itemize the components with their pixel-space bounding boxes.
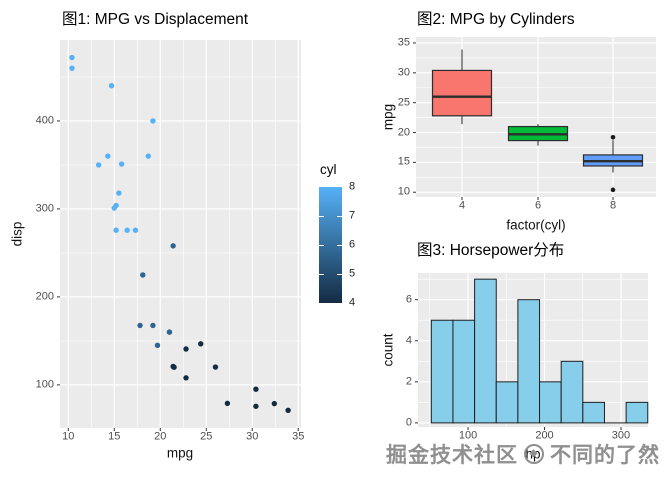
scatter-point [166, 329, 173, 335]
watermark-prefix: 掘金技术社区 [386, 444, 518, 467]
legend-tick-mark [319, 274, 324, 275]
plot2-panel [416, 37, 656, 197]
scatter-point [132, 227, 139, 233]
hist-bar [517, 299, 541, 424]
scatter-point [198, 341, 204, 347]
plot2-y-tick-label: 35 [397, 36, 410, 49]
plot3-x-tick-label: 300 [611, 429, 631, 442]
plot3-y-axis-title: count [380, 333, 396, 367]
plot3-title: 图3: Horsepower分布 [417, 242, 565, 259]
plot2-title: 图2: MPG by Cylinders [417, 11, 575, 28]
plot3-y-tick-label: 0 [405, 416, 412, 429]
scatter-point [285, 407, 291, 414]
plot2-y-tick-label: 20 [397, 126, 410, 139]
plot3-y-tick-label: 6 [405, 293, 412, 306]
plot1-x-tick-label: 35 [292, 430, 305, 443]
outlier-point [610, 134, 616, 140]
plot1-title: 图1: MPG vs Displacement [62, 11, 249, 28]
scatter-point [69, 65, 75, 71]
plot2-y-tick-label: 15 [397, 155, 410, 168]
scatter-point [145, 153, 152, 159]
plot1-y-tick-label: 100 [35, 378, 54, 391]
scatter-point [140, 272, 146, 278]
scatter-point [150, 322, 156, 329]
plot1-x-tick-label: 10 [62, 430, 75, 443]
scatter-point [212, 364, 219, 370]
plot2-y-axis-title: mpg [380, 103, 396, 131]
plot3-x-tick-label: 200 [535, 429, 554, 442]
legend-label-5: 5 [349, 267, 356, 280]
scatter-point [183, 346, 189, 352]
plot1-y-tick-label: 200 [35, 290, 54, 303]
scatter-point [154, 342, 161, 348]
plot2-x-axis-title: factor(cyl) [506, 217, 566, 233]
hist-bar [625, 401, 649, 424]
plot1-panel [60, 40, 301, 428]
plot2-y-tick-label: 25 [397, 96, 410, 109]
scatter-point [137, 322, 143, 329]
legend-gradient-bar [319, 187, 342, 303]
legend-tick-mark [319, 216, 324, 217]
plot1-x-tick-label: 30 [246, 430, 259, 443]
juejin-logo-icon: ◆ [524, 444, 544, 464]
scatter-point [69, 54, 75, 61]
plot1-y-axis-title: disp [9, 221, 25, 247]
scatter-point [170, 243, 176, 249]
hist-bar [474, 278, 497, 424]
plot2-y-tick-label: 10 [397, 185, 410, 198]
hist-bar [495, 381, 519, 424]
scatter-point [118, 161, 125, 167]
plot2-x-tick-label: 8 [609, 199, 617, 212]
plot1-y-tick-label: 300 [35, 202, 54, 215]
scatter-point [111, 205, 117, 211]
watermark-suffix: 不同的了然 [550, 444, 660, 467]
scatter-point [108, 83, 115, 89]
legend-label-7: 7 [349, 209, 356, 222]
legend-label-4: 4 [349, 296, 356, 309]
scatter-point [113, 227, 119, 233]
scatter-point [150, 118, 156, 124]
plot1-y-tick-label: 400 [35, 114, 54, 127]
scatter-point [253, 386, 259, 392]
plot1-x-tick-label: 25 [200, 430, 213, 443]
legend-label-6: 6 [349, 238, 356, 251]
scatter-point [224, 400, 231, 407]
plot1-x-axis-title: mpg [166, 445, 194, 461]
plot2-x-tick-label: 6 [534, 199, 542, 212]
scatter-point [170, 363, 176, 370]
scatter-point [183, 375, 189, 381]
scatter-point [95, 162, 102, 168]
watermark: 掘金技术社区 ◆ 不同的了然 [374, 439, 672, 469]
legend-tick-mark [337, 245, 342, 246]
gem-glyph: ◆ [529, 448, 539, 459]
plot2-x-tick-label: 4 [458, 199, 466, 212]
hist-bar [560, 360, 584, 424]
box-cyl-4 [431, 69, 493, 117]
plot3-y-tick-label: 4 [405, 334, 412, 347]
scatter-point [124, 227, 130, 233]
legend-tick-mark [319, 245, 324, 246]
legend-label-8: 8 [349, 180, 356, 193]
hist-bar [452, 319, 476, 424]
hist-bar [539, 381, 562, 424]
scatter-point [105, 153, 111, 159]
hist-bar [582, 401, 605, 424]
legend-title: cyl [320, 162, 337, 177]
outlier-point [610, 187, 616, 193]
plot1-x-tick-label: 20 [154, 430, 167, 443]
scatter-point [271, 400, 278, 407]
scatter-point [116, 190, 122, 196]
plot1-x-tick-label: 15 [108, 430, 121, 443]
legend-tick-mark [337, 216, 342, 217]
legend-tick-mark [337, 274, 342, 275]
hist-bar [430, 319, 454, 424]
scatter-point [253, 403, 259, 409]
plot3-x-tick-label: 100 [458, 429, 478, 442]
plot2-y-tick-label: 30 [397, 66, 410, 79]
plot3-y-tick-label: 2 [405, 375, 412, 388]
